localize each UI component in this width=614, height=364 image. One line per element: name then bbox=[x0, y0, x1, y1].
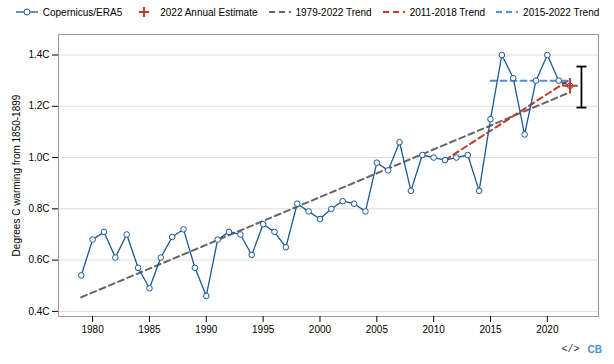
svg-text:2015: 2015 bbox=[479, 324, 502, 335]
svg-text:Degrees C warming from 1850-18: Degrees C warming from 1850-1899 bbox=[11, 94, 22, 256]
svg-text:2020: 2020 bbox=[536, 324, 559, 335]
svg-text:1985: 1985 bbox=[138, 324, 161, 335]
svg-text:1995: 1995 bbox=[252, 324, 275, 335]
svg-text:2010: 2010 bbox=[423, 324, 446, 335]
svg-text:1990: 1990 bbox=[195, 324, 218, 335]
svg-text:2005: 2005 bbox=[366, 324, 389, 335]
svg-text:1.0C: 1.0C bbox=[28, 152, 49, 163]
svg-text:2000: 2000 bbox=[309, 324, 332, 335]
html-text:2022 Annual Estimate: 2022 Annual Estimate bbox=[160, 6, 258, 18]
svg-text:0.4C: 0.4C bbox=[28, 306, 49, 317]
html-text:1979-2022 Trend: 1979-2022 Trend bbox=[295, 6, 372, 18]
svg-text:0.6C: 0.6C bbox=[28, 254, 49, 265]
svg-text:0.8C: 0.8C bbox=[28, 203, 49, 214]
html-text:Copernicus/ERA5: Copernicus/ERA5 bbox=[42, 6, 123, 18]
svg-text:1.2C: 1.2C bbox=[28, 100, 49, 111]
html-text:2011-2018 Trend: 2011-2018 Trend bbox=[409, 6, 486, 18]
svg-text:1980: 1980 bbox=[81, 324, 104, 335]
svg-text:1.4C: 1.4C bbox=[28, 49, 49, 60]
html-text:2015-2022 Trend: 2015-2022 Trend bbox=[523, 6, 600, 18]
html-text:CB: CB bbox=[587, 344, 602, 355]
